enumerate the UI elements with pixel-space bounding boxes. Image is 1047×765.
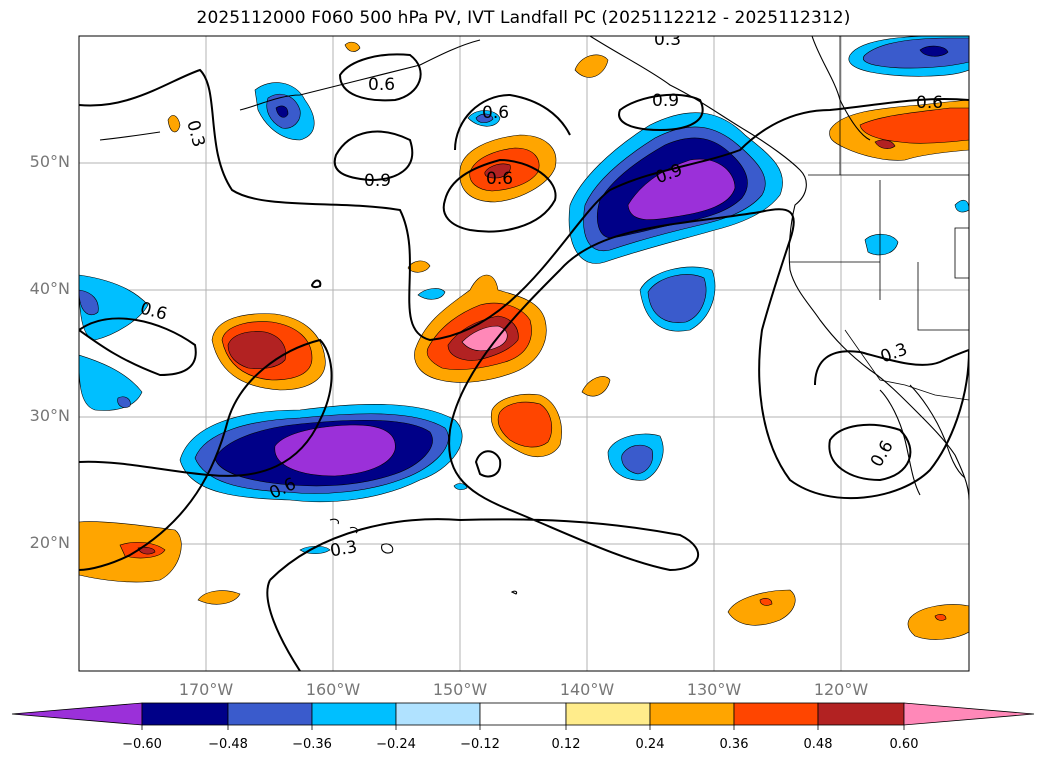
colorbar-tick-label: 0.24	[635, 737, 665, 752]
positive-anomaly-patch	[344, 41, 361, 52]
ivt-filled-contours	[79, 36, 969, 640]
colorbar-extend-high	[903, 702, 1035, 726]
negative-anomaly-patch	[954, 200, 969, 213]
positive-anomaly-patch	[907, 604, 969, 640]
negative-anomaly-patch	[453, 483, 468, 491]
colorbar-tick-label: 0.48	[803, 737, 833, 752]
contour-label: 0.6	[482, 103, 509, 123]
lon-label-160w: 160°W	[305, 680, 361, 699]
colorbar-segment	[227, 702, 313, 726]
contour-label: 0.6	[916, 93, 943, 113]
colorbar	[11, 702, 1035, 730]
positive-anomaly-patch	[581, 376, 611, 397]
colorbar-extend-low	[11, 702, 143, 726]
pv-contour-lines	[79, 53, 969, 671]
colorbar-tick-label: −0.48	[208, 737, 248, 752]
lat-label-30n: 30°N	[29, 406, 70, 425]
positive-anomaly-patch	[167, 115, 181, 133]
colorbar-tick-label: −0.24	[376, 737, 416, 752]
coastlines	[99, 36, 969, 595]
lat-label-50n: 50°N	[29, 152, 70, 171]
negative-anomaly-patch	[864, 233, 899, 256]
positive-anomaly-patch	[574, 54, 609, 78]
colorbar-tick-label: −0.36	[292, 737, 332, 752]
colorbar-segment	[649, 702, 735, 726]
map-frame	[78, 35, 970, 672]
positive-anomaly-patch	[197, 590, 241, 605]
chart-title: 2025112000 F060 500 hPa PV, IVT Landfall…	[196, 8, 851, 28]
contour-label: 0.9	[652, 91, 679, 111]
contour-label: 0.6	[486, 169, 513, 189]
colorbar-segment	[311, 702, 397, 726]
colorbar-tick-label: −0.12	[460, 737, 500, 752]
lon-label-150w: 150°W	[432, 680, 488, 699]
positive-anomaly-patch	[407, 260, 431, 273]
colorbar-segment	[479, 702, 567, 726]
colorbar-tick-label: −0.60	[122, 737, 162, 752]
lon-label-140w: 140°W	[559, 680, 615, 699]
contour-label: 0.9	[364, 171, 391, 191]
colorbar-segment	[817, 702, 905, 726]
negative-anomaly-patch	[79, 274, 149, 341]
contour-label: 0.3	[329, 537, 359, 561]
lon-label-120w: 120°W	[813, 680, 869, 699]
colorbar-tick-label: 0.12	[551, 737, 581, 752]
colorbar-segment	[565, 702, 651, 726]
colorbar-tick-label: 0.60	[889, 737, 919, 752]
colorbar-segment	[141, 702, 229, 726]
positive-anomaly-patch	[727, 589, 796, 626]
lon-label-170w: 170°W	[178, 680, 234, 699]
colorbar-tick-label: 0.36	[719, 737, 749, 752]
colorbar-segment	[733, 702, 819, 726]
contour-label: 0.3	[654, 30, 681, 50]
colorbar-segment	[395, 702, 481, 726]
lat-label-20n: 20°N	[29, 533, 70, 552]
negative-anomaly-patch	[417, 288, 446, 300]
political-borders	[790, 36, 969, 401]
lat-label-40n: 40°N	[29, 279, 70, 298]
contour-label: 0.6	[368, 75, 395, 95]
map-content: 0.3 0.6 0.3 0.6 0.9 0.9 0.6 0.9 0.6 0.6 …	[79, 30, 969, 671]
lon-label-130w: 130°W	[686, 680, 742, 699]
